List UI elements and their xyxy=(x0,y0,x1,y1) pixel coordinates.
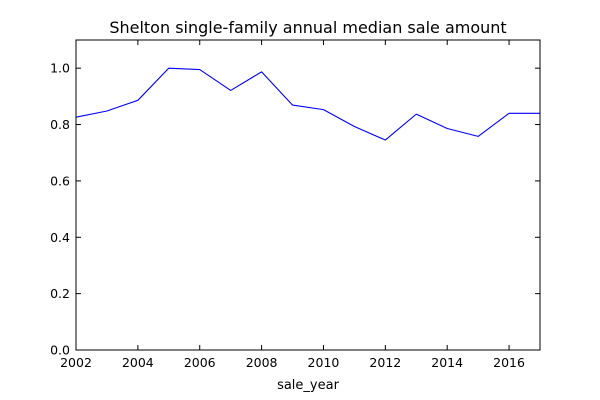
plot-frame xyxy=(75,39,541,351)
y-tick-label: 0.2 xyxy=(50,286,70,301)
x-tick-label: 2014 xyxy=(431,355,463,370)
x-tick-label: 2004 xyxy=(122,355,154,370)
x-tick-label: 2016 xyxy=(493,355,525,370)
x-tick-label: 2008 xyxy=(246,355,278,370)
series-line-0 xyxy=(75,67,540,141)
x-tick-label: 2012 xyxy=(369,355,401,370)
x-axis-label: sale_year xyxy=(277,378,340,393)
x-tick-label: 2010 xyxy=(308,355,340,370)
x-tick-label: 2002 xyxy=(60,355,92,370)
plot-area xyxy=(75,67,540,141)
chart-title: Shelton single-family annual median sale… xyxy=(109,18,506,37)
y-tick-label: 0.4 xyxy=(50,230,70,245)
y-tick-label: 1.0 xyxy=(50,61,70,76)
y-tick-label: 0.0 xyxy=(50,343,70,358)
y-tick-label: 0.6 xyxy=(50,173,70,188)
x-tick-label: 2006 xyxy=(184,355,216,370)
y-tick-label: 0.8 xyxy=(50,117,70,132)
axes: 2002 2004 2006 2008 2010 2012 2014 2016 0.0 0.2 0.… xyxy=(50,39,541,370)
